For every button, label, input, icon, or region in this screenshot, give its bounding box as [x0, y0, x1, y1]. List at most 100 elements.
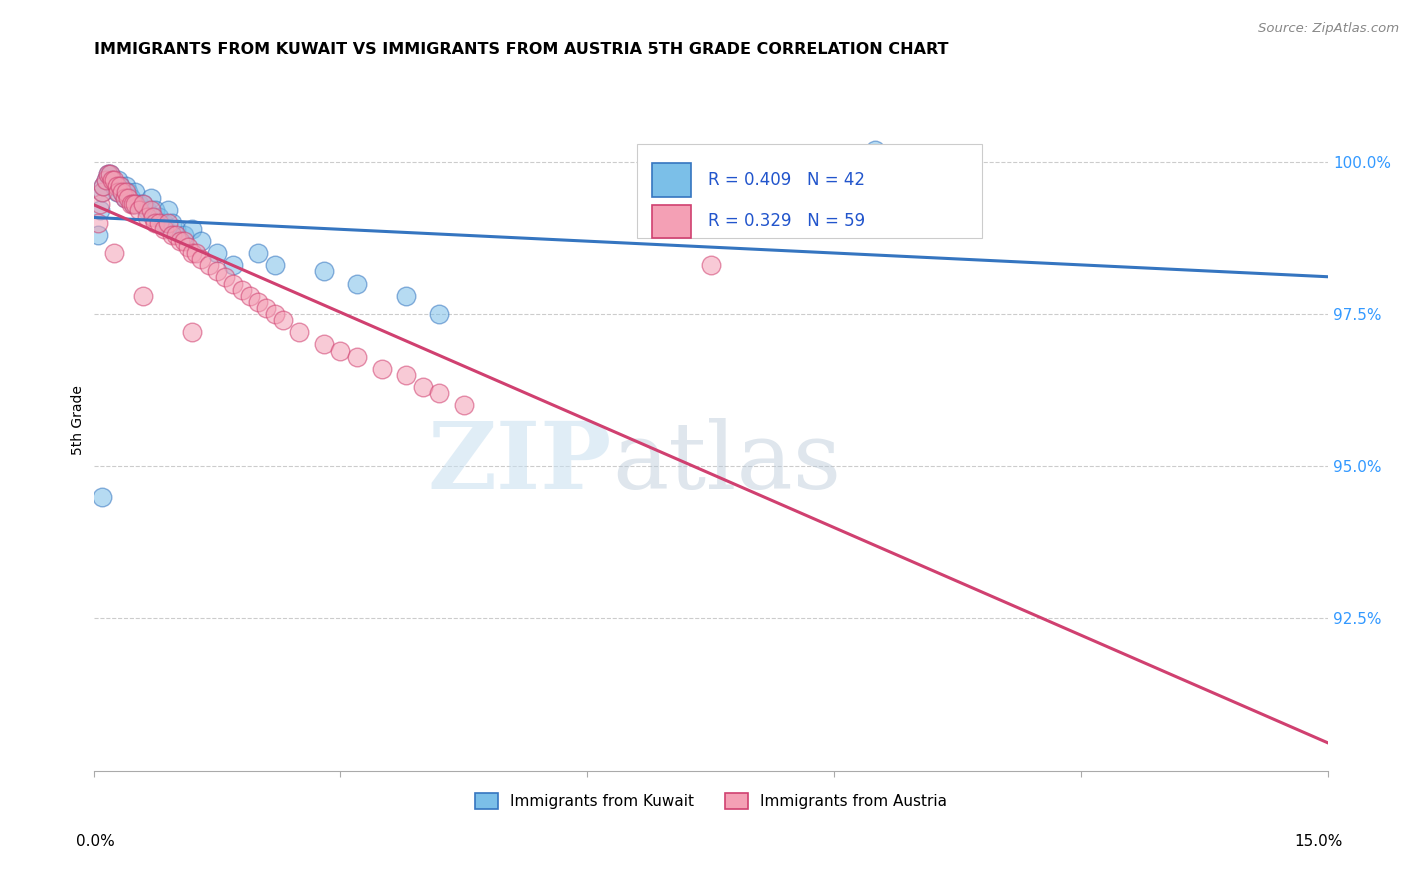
Point	[312, 337, 335, 351]
Point	[152, 216, 174, 230]
Point	[169, 234, 191, 248]
Point	[346, 277, 368, 291]
Point	[190, 234, 212, 248]
Point	[114, 191, 136, 205]
Point	[108, 179, 131, 194]
Point	[98, 167, 121, 181]
Point	[128, 203, 150, 218]
Point	[100, 173, 122, 187]
Point	[108, 179, 131, 194]
Point	[700, 258, 723, 272]
Point	[132, 197, 155, 211]
Point	[107, 185, 129, 199]
Point	[427, 307, 450, 321]
Point	[142, 210, 165, 224]
Text: R = 0.409   N = 42: R = 0.409 N = 42	[709, 171, 865, 189]
Point	[122, 197, 145, 211]
Text: 15.0%: 15.0%	[1295, 834, 1343, 848]
Point	[105, 179, 128, 194]
Point	[97, 167, 120, 181]
Text: IMMIGRANTS FROM KUWAIT VS IMMIGRANTS FROM AUSTRIA 5TH GRADE CORRELATION CHART: IMMIGRANTS FROM KUWAIT VS IMMIGRANTS FRO…	[94, 42, 948, 57]
Point	[86, 227, 108, 242]
Point	[103, 173, 125, 187]
Point	[205, 264, 228, 278]
Point	[288, 325, 311, 339]
Point	[89, 203, 111, 218]
Point	[222, 277, 245, 291]
Point	[122, 197, 145, 211]
Point	[247, 246, 270, 260]
Point	[254, 301, 277, 315]
Point	[141, 203, 163, 218]
Point	[98, 167, 121, 181]
Point	[143, 203, 166, 218]
Point	[427, 386, 450, 401]
Point	[148, 210, 170, 224]
Point	[120, 197, 142, 211]
Point	[239, 289, 262, 303]
Point	[90, 185, 112, 199]
Point	[181, 246, 204, 260]
Point	[165, 227, 187, 242]
Point	[412, 380, 434, 394]
Point	[141, 191, 163, 205]
Point	[107, 173, 129, 187]
Point	[136, 203, 159, 218]
Point	[312, 264, 335, 278]
Text: ZIP: ZIP	[427, 417, 612, 508]
Point	[186, 246, 208, 260]
Point	[117, 185, 139, 199]
Point	[115, 185, 138, 199]
Point	[865, 143, 887, 157]
Point	[165, 221, 187, 235]
Point	[453, 398, 475, 412]
Point	[173, 234, 195, 248]
Point	[111, 185, 134, 199]
Point	[190, 252, 212, 267]
Point	[181, 221, 204, 235]
Point	[143, 216, 166, 230]
Point	[124, 197, 146, 211]
Point	[115, 179, 138, 194]
Point	[263, 258, 285, 272]
Point	[160, 227, 183, 242]
Point	[263, 307, 285, 321]
Point	[205, 246, 228, 260]
Point	[117, 191, 139, 205]
Point	[177, 240, 200, 254]
Point	[111, 185, 134, 199]
Point	[156, 216, 179, 230]
Point	[329, 343, 352, 358]
Point	[103, 179, 125, 194]
FancyBboxPatch shape	[637, 144, 983, 238]
Point	[247, 294, 270, 309]
Point	[94, 173, 117, 187]
Text: 0.0%: 0.0%	[76, 834, 115, 848]
Text: atlas: atlas	[612, 417, 841, 508]
Point	[128, 197, 150, 211]
Point	[93, 179, 115, 194]
Point	[89, 197, 111, 211]
Point	[231, 283, 253, 297]
FancyBboxPatch shape	[651, 163, 692, 196]
Point	[93, 179, 115, 194]
Point	[103, 246, 125, 260]
Point	[156, 203, 179, 218]
Point	[222, 258, 245, 272]
Text: Source: ZipAtlas.com: Source: ZipAtlas.com	[1258, 22, 1399, 36]
Point	[136, 210, 159, 224]
Point	[395, 289, 418, 303]
Point	[271, 313, 294, 327]
Point	[97, 167, 120, 181]
Point	[181, 325, 204, 339]
Point	[114, 191, 136, 205]
Point	[132, 289, 155, 303]
Point	[90, 185, 112, 199]
Point	[198, 258, 221, 272]
Legend: Immigrants from Kuwait, Immigrants from Austria: Immigrants from Kuwait, Immigrants from …	[468, 788, 953, 815]
Point	[132, 197, 155, 211]
Point	[94, 173, 117, 187]
Point	[90, 490, 112, 504]
FancyBboxPatch shape	[651, 204, 692, 238]
Point	[173, 227, 195, 242]
